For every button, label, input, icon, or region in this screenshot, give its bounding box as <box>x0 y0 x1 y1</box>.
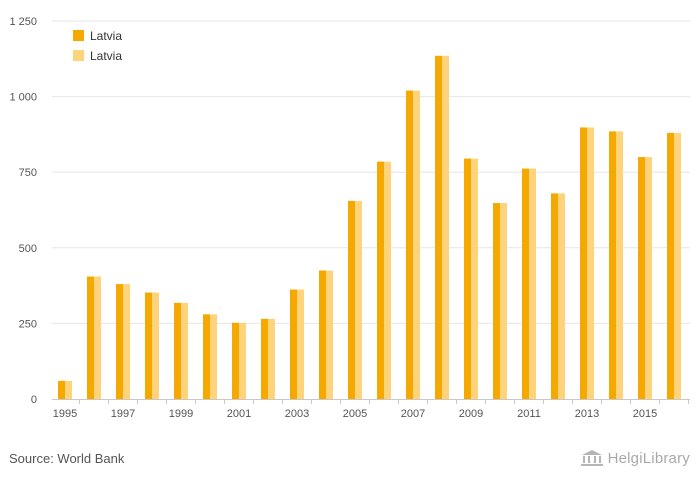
bars <box>58 55 681 400</box>
bar[interactable] <box>232 322 239 399</box>
bar[interactable] <box>558 193 565 399</box>
bar[interactable] <box>174 302 181 399</box>
x-tick-label: 2015 <box>633 408 657 420</box>
bar[interactable] <box>442 55 449 399</box>
x-tick-label: 2003 <box>285 408 309 420</box>
bar[interactable] <box>348 200 355 399</box>
bar[interactable] <box>239 322 246 399</box>
bar[interactable] <box>181 302 188 399</box>
bar[interactable] <box>406 90 413 399</box>
brand-name: HelgiLibrary <box>607 449 690 467</box>
bar[interactable] <box>587 127 594 400</box>
bar[interactable] <box>522 168 529 399</box>
y-tick-label: 1 000 <box>9 92 37 104</box>
bar[interactable] <box>210 314 217 399</box>
bar[interactable] <box>319 270 326 399</box>
bar[interactable] <box>500 203 507 399</box>
bar[interactable] <box>203 314 210 399</box>
bar[interactable] <box>413 90 420 399</box>
legend-item[interactable]: Latvia <box>73 49 122 63</box>
legend-swatch <box>73 50 84 61</box>
x-tick-label: 2013 <box>575 408 599 420</box>
brand-logo[interactable]: HelgiLibrary <box>580 449 690 467</box>
y-tick-label: 1 250 <box>9 16 37 28</box>
x-tick-label: 2001 <box>227 408 251 420</box>
bar[interactable] <box>638 157 645 399</box>
y-tick-label: 0 <box>31 394 37 406</box>
x-tick-label: 2007 <box>401 408 425 420</box>
bar[interactable] <box>384 161 391 399</box>
bar[interactable] <box>529 168 536 399</box>
bar[interactable] <box>674 132 681 399</box>
x-tick-label: 2011 <box>517 408 541 420</box>
x-tick-label: 2009 <box>459 408 483 420</box>
axes: 0 250 500 750 1 000 1 250 1995 1997 1999 2001 2003… <box>9 16 690 420</box>
bar[interactable] <box>645 157 652 399</box>
bar[interactable] <box>94 276 101 399</box>
bar[interactable] <box>435 55 442 399</box>
bar[interactable] <box>145 292 152 399</box>
library-building-icon <box>580 450 603 466</box>
bar[interactable] <box>471 158 478 399</box>
x-tick-label: 2005 <box>343 408 367 420</box>
bar[interactable] <box>116 284 123 399</box>
bar[interactable] <box>123 284 130 399</box>
bar[interactable] <box>58 380 65 399</box>
bar[interactable] <box>580 127 587 400</box>
y-tick-label: 750 <box>19 167 37 179</box>
bar[interactable] <box>355 200 362 399</box>
legend-item[interactable]: Latvia <box>73 29 122 43</box>
gridlines <box>52 20 690 324</box>
bar[interactable] <box>290 289 297 399</box>
x-tick-label: 1999 <box>169 408 193 420</box>
bar[interactable] <box>493 203 500 399</box>
x-tick-label: 1997 <box>111 408 135 420</box>
bar[interactable] <box>268 318 275 399</box>
bar[interactable] <box>87 276 94 399</box>
bar[interactable] <box>616 131 623 399</box>
bar[interactable] <box>377 161 384 399</box>
y-tick-label: 250 <box>19 318 37 330</box>
bar[interactable] <box>152 292 159 399</box>
x-tick-label: 1995 <box>53 408 77 420</box>
legend-swatch <box>73 30 84 41</box>
bar[interactable] <box>667 132 674 399</box>
bar[interactable] <box>261 318 268 399</box>
bar[interactable] <box>609 131 616 399</box>
legend-label: Latvia <box>90 49 122 63</box>
y-tick-label: 500 <box>19 243 37 255</box>
bar[interactable] <box>464 158 471 399</box>
bar[interactable] <box>326 270 333 399</box>
legend: Latvia Latvia <box>73 29 122 63</box>
source-note: Source: World Bank <box>9 451 125 466</box>
bar[interactable] <box>65 380 72 399</box>
legend-label: Latvia <box>90 29 122 43</box>
bar[interactable] <box>297 289 304 399</box>
bar[interactable] <box>551 193 558 399</box>
